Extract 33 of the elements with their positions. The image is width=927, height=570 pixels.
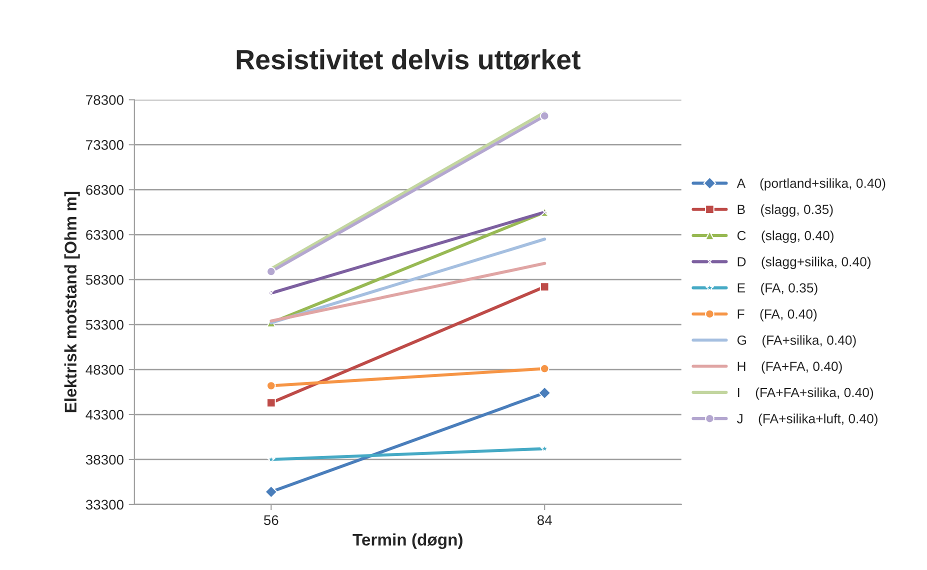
y-tick-label: 48300	[86, 364, 124, 375]
y-tick-label: 68300	[86, 185, 124, 195]
y-tick-label: 58300	[86, 274, 124, 285]
x-tick-label: 84	[537, 515, 552, 526]
y-tick-label: 33300	[86, 500, 124, 510]
x-tick-label: 56	[264, 515, 278, 526]
point	[264, 485, 278, 498]
point	[540, 282, 550, 292]
chart-title: Resistivitet delvis uttørket	[236, 49, 580, 70]
legend-label: C (slagg, 0.40)	[737, 230, 834, 243]
y-tick-label: 38300	[86, 454, 124, 465]
legend-label: I (FA+FA+silika, 0.40)	[738, 387, 874, 400]
point	[266, 381, 276, 390]
y-tick-label: 73300	[86, 140, 124, 150]
legend-label: A (portland+silika, 0.40)	[736, 178, 886, 191]
legend-label: H (FA+FA, 0.40)	[738, 361, 842, 374]
point	[266, 398, 276, 408]
legend-label: J (FA+silika+luft, 0.40)	[736, 414, 878, 426]
legend-label: E (FA, 0.35)	[738, 282, 818, 296]
point	[540, 364, 550, 374]
y-tick-label: 63300	[86, 230, 124, 240]
y-tick-label: 43300	[86, 410, 124, 420]
legend-label: F (FA, 0.40)	[738, 309, 817, 322]
point	[266, 266, 276, 276]
legend-label: G (FA+silika, 0.40)	[737, 335, 856, 348]
x-axis-title: Termin (døgn)	[352, 533, 462, 549]
y-tick-label: 78300	[86, 95, 124, 105]
point	[538, 386, 552, 400]
legend-label: D (slagg+silika, 0.40)	[738, 256, 871, 270]
legend-label: B (slagg, 0.35)	[738, 204, 833, 217]
y-axis-title: Elektrisk motstand [Ohm m]	[64, 192, 80, 412]
point	[540, 111, 550, 121]
y-tick-label: 53300	[86, 320, 124, 330]
